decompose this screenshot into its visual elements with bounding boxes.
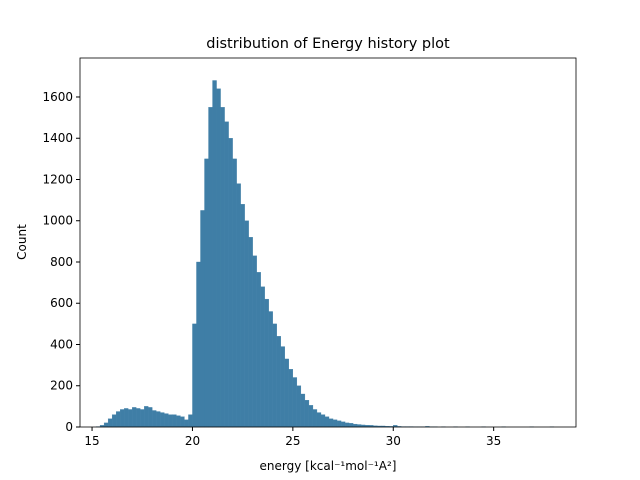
y-tick-label: 200 [50,379,73,393]
bar [224,121,229,428]
bar [352,423,358,428]
bar [308,405,314,428]
bar [272,323,277,428]
bar [111,414,117,428]
bar [180,416,185,428]
bar [240,204,245,428]
bar [216,88,221,428]
x-tick-label: 15 [84,434,99,448]
bar [252,255,257,428]
bar [348,423,354,428]
bar [136,408,141,428]
y-tick-label: 0 [65,420,73,434]
y-tick-label: 400 [50,337,73,351]
bar [168,414,173,428]
bar [300,393,306,428]
y-axis-label: Count [15,224,29,260]
x-tick-label: 25 [285,434,300,448]
bar [144,406,149,428]
bar [284,358,289,428]
x-tick-label: 20 [185,434,200,448]
y-tick-label: 1600 [42,90,73,104]
bar [288,369,294,428]
bar [280,346,285,428]
bar [115,411,121,428]
bar [212,80,217,428]
y-tick-label: 600 [50,296,73,310]
bar [232,158,237,428]
bar [192,323,197,428]
bar [120,409,125,428]
y-tick-label: 1400 [42,131,73,145]
bar [172,414,177,428]
bar [340,421,346,428]
chart-title: distribution of Energy history plot [206,36,450,52]
bar [332,419,338,428]
bar [244,220,249,428]
x-axis-label: energy [kcal⁻¹mol⁻¹A²] [260,459,397,473]
bar [228,138,233,428]
bar [344,422,350,428]
bar [188,414,193,428]
y-tick-label: 800 [50,255,73,269]
x-tick-label: 30 [386,434,401,448]
bar [184,419,189,428]
bar [304,400,310,428]
bar [336,420,342,428]
bar [200,210,205,428]
plot-frame [79,57,577,428]
bar [312,409,318,428]
bar [292,377,298,428]
bar [268,311,273,428]
bar [256,272,261,428]
bar [103,422,109,428]
bar [296,385,302,428]
bar [156,411,161,428]
bar [328,418,334,428]
bar [148,407,153,428]
y-tick-label: 1200 [42,172,73,186]
bar [220,107,225,428]
x-tick-label: 35 [486,434,501,448]
bar [248,237,253,428]
bar [208,107,213,428]
bar [128,409,133,428]
bar [124,408,129,428]
bar [152,410,157,428]
bar [107,418,113,428]
bar [320,414,326,428]
bar [236,183,241,428]
bar [260,286,265,428]
bar [196,261,201,428]
bar [160,412,165,428]
bar [264,298,269,428]
bar [324,416,330,428]
bar [276,336,281,428]
y-tick-label: 1000 [42,214,73,228]
bar [164,413,169,428]
bar [316,412,322,428]
bar [132,407,137,428]
bar [204,158,209,428]
bar [140,409,145,428]
bar [176,415,181,428]
